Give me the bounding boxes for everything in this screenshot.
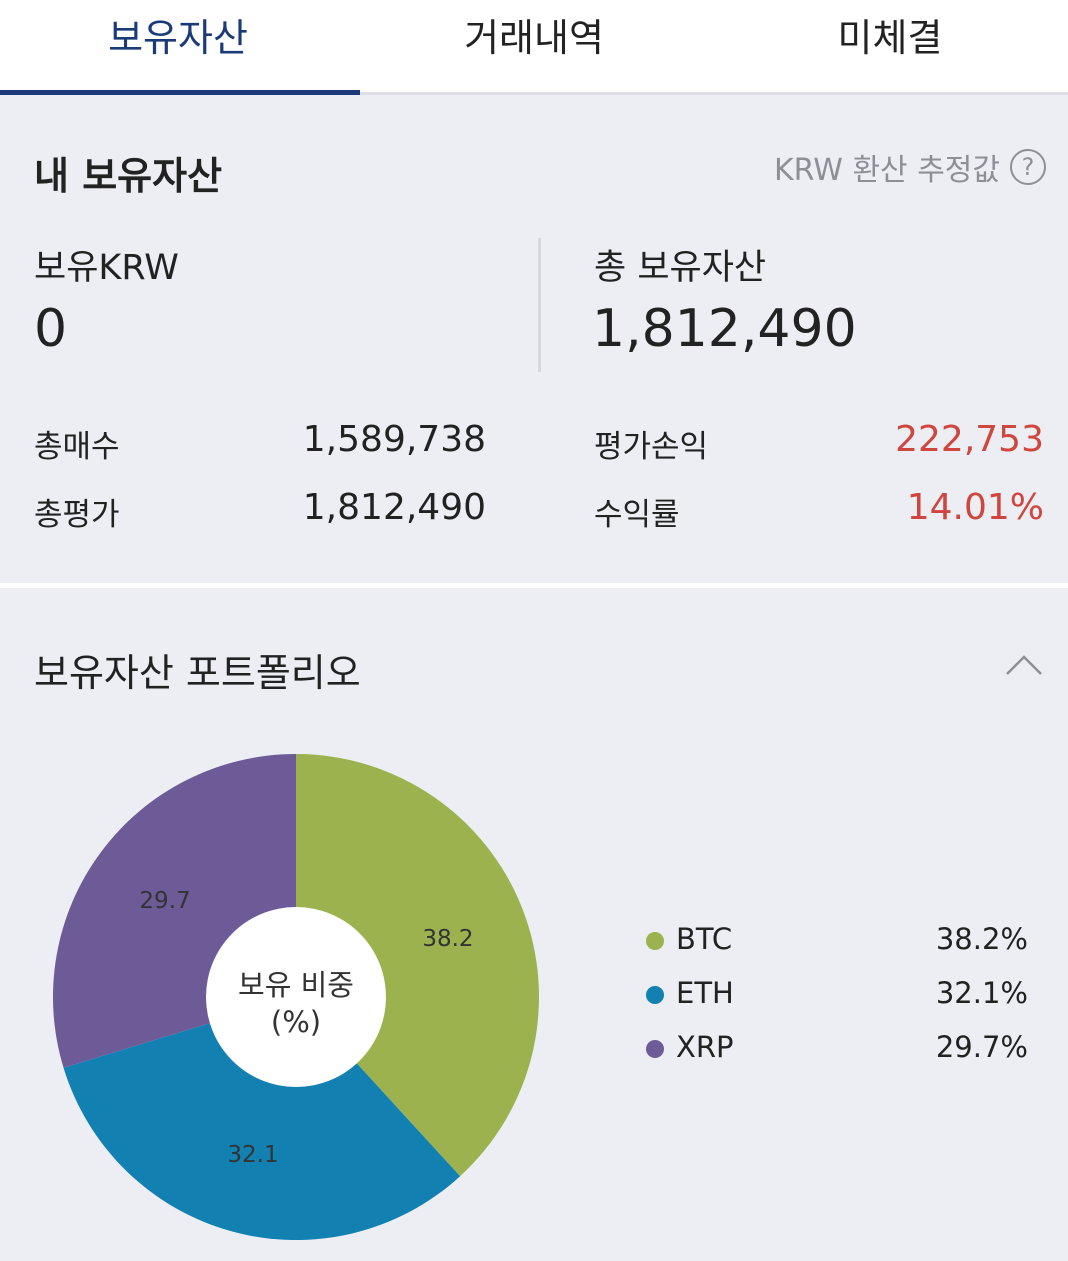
- total-assets-label: 총 보유자산: [594, 248, 767, 288]
- donut-center-unit: (%): [271, 1005, 321, 1039]
- legend-item-eth: ETH 32.1%: [646, 976, 1028, 1016]
- tab-history[interactable]: 거래내역: [464, 16, 604, 60]
- legend-pct-xrp: 29.7%: [935, 1030, 1028, 1064]
- legend-name-eth: ETH: [676, 976, 734, 1010]
- tab-pending[interactable]: 미체결: [837, 16, 943, 60]
- pnl-label: 평가손익: [594, 429, 709, 465]
- slice-eth: [63, 997, 461, 1240]
- krw-balance-value: 0: [34, 299, 68, 359]
- divider: [538, 238, 541, 372]
- section-separator: [0, 583, 1068, 588]
- slice-label-xrp: 29.7: [139, 888, 190, 914]
- slice-label-eth: 32.1: [227, 1142, 278, 1168]
- active-tab-indicator: [0, 90, 360, 95]
- legend-dot-btc: [646, 932, 664, 950]
- legend-pct-btc: 38.2%: [935, 922, 1028, 956]
- krw-note-label: KRW 환산 추정값: [773, 153, 1000, 188]
- portfolio-donut-chart: 보유 비중 (%) 38.2 32.1 29.7: [53, 754, 539, 1240]
- krw-estimate-note[interactable]: KRW 환산 추정값 ?: [774, 145, 1046, 189]
- krw-balance-label: 보유KRW: [34, 248, 179, 288]
- total-eval-label: 총평가: [34, 497, 120, 533]
- return-rate-label: 수익률: [594, 497, 680, 533]
- legend-name-btc: BTC: [676, 922, 733, 956]
- legend-item-btc: BTC 38.2%: [646, 922, 1028, 962]
- total-assets-value: 1,812,490: [592, 299, 857, 359]
- holdings-summary: 내 보유자산 KRW 환산 추정값 ? 보유KRW 0 총 보유자산 1,812…: [0, 95, 1068, 583]
- legend-item-xrp: XRP 29.7%: [646, 1030, 1028, 1070]
- pnl-value: 222,753: [895, 419, 1044, 460]
- slice-btc: [296, 754, 539, 1177]
- summary-title: 내 보유자산: [34, 154, 223, 198]
- donut-center-label: 보유 비중: [238, 968, 354, 1002]
- tab-holdings[interactable]: 보유자산: [108, 16, 248, 60]
- return-rate-value: 14.01%: [906, 487, 1044, 528]
- question-circle-icon[interactable]: ?: [1010, 149, 1046, 185]
- donut-center: [206, 907, 386, 1087]
- legend-name-xrp: XRP: [676, 1030, 734, 1064]
- chevron-up-icon[interactable]: [1004, 650, 1044, 680]
- total-eval-value: 1,812,490: [302, 487, 486, 528]
- tab-bar: 보유자산 거래내역 미체결: [0, 0, 1068, 95]
- slice-label-btc: 38.2: [422, 926, 473, 952]
- total-buy-value: 1,589,738: [302, 419, 486, 460]
- legend-dot-xrp: [646, 1040, 664, 1058]
- portfolio-title: 보유자산 포트폴리오: [34, 651, 361, 695]
- legend-pct-eth: 32.1%: [935, 976, 1028, 1010]
- total-buy-label: 총매수: [34, 429, 120, 465]
- portfolio-section: 보유자산 포트폴리오 보유 비중 (%) 38.2 32.1 29.7 BTC 38…: [0, 588, 1068, 1261]
- legend-dot-eth: [646, 986, 664, 1004]
